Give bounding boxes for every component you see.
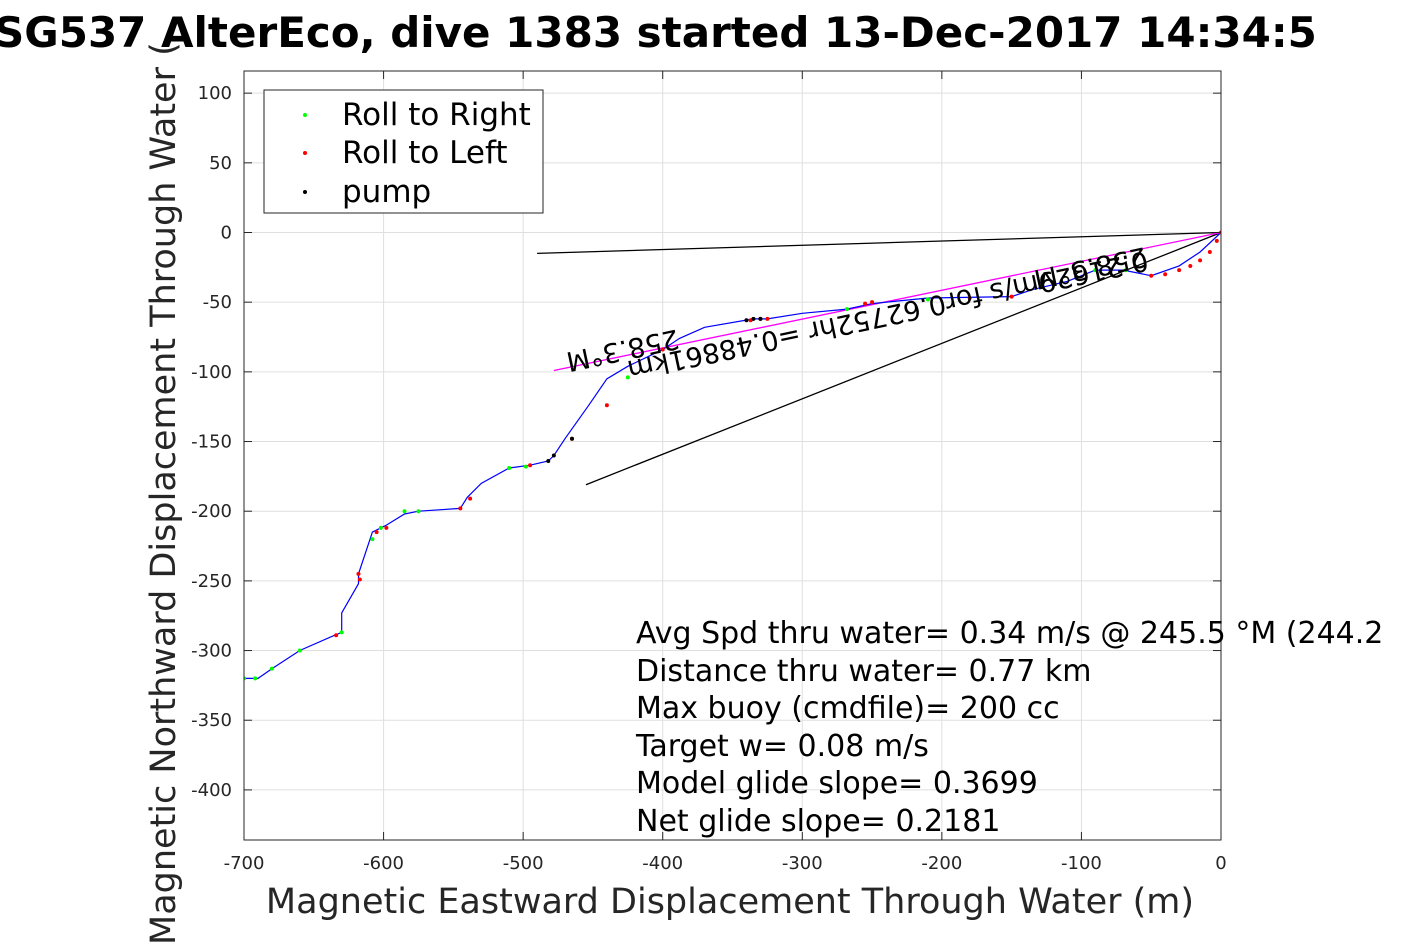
y-tick-label: -250 [191,571,232,592]
pump-marker [551,453,556,458]
x-axis-label: Magnetic Eastward Displacement Through W… [266,882,1194,922]
y-tick-label: -150 [191,432,232,453]
roll-left-marker [1207,250,1212,255]
roll-right-marker [297,648,302,653]
roll-left-marker [1188,263,1193,268]
dive-statistics: Avg Spd thru water= 0.34 m/s @ 245.5 °M … [635,616,1383,839]
roll-right-marker [925,297,930,302]
roll-left-marker [765,316,770,321]
marker-layer [244,230,1221,681]
y-tick-label: -350 [191,710,232,731]
roll-right-marker [507,466,512,471]
track-line [244,232,1221,680]
legend-label-pump: pump [342,174,431,210]
x-tick-label: -200 [921,853,962,874]
y-tick-label: 0 [221,223,232,244]
roll-left-marker [1198,258,1203,263]
roll-right-marker [416,509,421,514]
roll-left-marker [1149,273,1154,278]
y-tick-label: -100 [191,362,232,383]
roll-left-marker [357,577,362,582]
roll-left-marker [1214,238,1219,243]
stat-net-glide-slope: Net glide slope= 0.2181 [636,804,1000,839]
stat-model-glide-slope: Model glide slope= 0.3699 [636,766,1038,801]
reference-line [585,231,1221,486]
roll-left-marker [1009,294,1014,299]
roll-left-marker [1177,268,1182,273]
stat-max-buoy: Max buoy (cmdfile)= 200 cc [636,691,1060,726]
roll-right-marker [625,375,630,380]
roll-left-marker [356,571,361,576]
x-tick-label: -700 [224,853,265,874]
chart-title: SG537 AlterEco, dive 1383 started 13-Dec… [0,8,1317,57]
stat-target-w: Target w= 0.08 m/s [635,729,929,764]
pump-marker [751,316,756,321]
stat-distance: Distance thru water= 0.77 km [636,654,1091,689]
roll-right-marker [378,525,383,530]
roll-right-marker [402,509,407,514]
reference-line [537,231,1221,255]
roll-left-marker [870,300,875,305]
x-tick-label: -500 [503,853,544,874]
y-tick-label: 50 [209,153,232,174]
roll-right-marker [253,676,258,681]
stat-avg-speed: Avg Spd thru water= 0.34 m/s @ 245.5 °M … [636,616,1383,651]
y-axis-label: Magnetic Northward Displacement Through … [144,42,184,945]
roll-left-marker [967,295,972,300]
y-tick-label: 100 [198,83,232,104]
pump-marker [546,459,551,464]
roll-right-marker [844,307,849,312]
roll-left-marker [863,301,868,306]
roll-right-marker [1093,268,1098,273]
y-tick-label: -200 [191,501,232,522]
roll-left-marker [374,530,379,535]
y-tick-label: -300 [191,641,232,662]
roll-right-marker [523,464,528,469]
legend-marker-roll-left [303,151,307,155]
x-tick-label: -400 [642,853,683,874]
legend-marker-roll-right [303,113,307,117]
legend-marker-pump [303,190,307,194]
legend-label-roll-right: Roll to Right [342,97,531,133]
y-tick-label: -50 [203,292,232,313]
axis-ticks: -700 -600 -500 -400 -300 -200 -100 0 100 50 0 -50 -1… [191,71,1227,874]
x-tick-label: 0 [1215,853,1226,874]
legend-box [263,89,544,214]
pump-marker [569,436,574,441]
roll-left-marker [660,347,665,352]
legend: Roll to Right Roll to Left pump [263,89,544,214]
legend-label-roll-left: Roll to Left [342,135,508,171]
x-tick-label: -300 [782,853,823,874]
roll-right-marker [269,666,274,671]
roll-left-marker [458,506,463,511]
roll-left-marker [468,496,473,501]
roll-left-marker [384,525,389,530]
roll-left-marker [528,463,533,468]
roll-left-marker [334,633,339,638]
roll-right-marker [1124,268,1129,273]
x-tick-label: -100 [1061,853,1102,874]
y-tick-label: -400 [191,780,232,801]
roll-left-marker [1163,272,1168,277]
axes-box [243,70,1222,841]
pump-marker [758,316,763,321]
roll-right-marker [339,630,344,635]
x-tick-label: -600 [363,853,404,874]
roll-left-marker [604,403,609,408]
pump-marker [744,318,749,323]
roll-right-marker [370,537,375,542]
roll-right-marker [244,676,247,681]
track-layer [244,232,1221,680]
